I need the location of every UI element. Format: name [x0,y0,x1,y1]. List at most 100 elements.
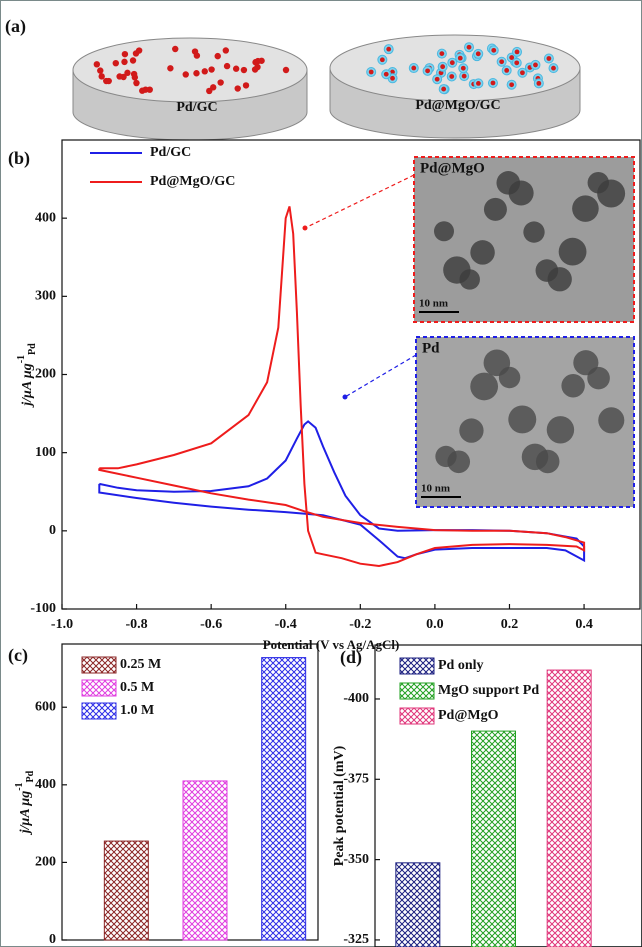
legend-label: MgO support Pd [438,683,539,698]
particle [124,69,131,77]
particle [130,70,138,78]
y-tick-label: 400 [35,777,56,792]
particle [121,50,129,58]
particle [447,450,471,474]
particles [366,42,559,95]
particle [254,57,262,65]
particle [206,87,213,95]
particle [535,449,560,474]
y-axis-label: Peak potential (mV) [332,745,347,866]
particle [182,71,189,78]
particle [490,80,496,86]
particle [587,366,610,390]
bar [471,730,516,947]
x-axis-label: Potential (V vs Ag/AgCl) [263,637,400,652]
inset-label: Pd [422,340,440,356]
particle [232,65,240,72]
disc-top [329,34,581,102]
particle [449,74,455,79]
legend-label: Pd@MgO/GC [150,174,235,189]
panel-label: (b) [8,148,30,169]
inset-border [413,156,635,323]
y-axis-label-sub: Pd [25,770,36,782]
particle [461,73,467,79]
particle [386,46,392,52]
scale-label: 10 nm [419,298,448,310]
disc-top [72,37,308,103]
y-axis-label: j/μA μg-1Pd [14,770,36,835]
particle [514,49,520,55]
arrow-head [302,225,308,231]
particle [390,69,395,75]
legend-label: 0.5 M [120,680,154,695]
y-tick-label: 300 [35,289,56,304]
particle [133,79,140,87]
particle [193,52,201,59]
particle [547,267,572,292]
particle [533,62,538,68]
x-tick-label: -0.8 [125,617,147,632]
particle [476,80,481,86]
particle [434,221,454,242]
series-line [98,206,586,568]
legend-label: Pd only [438,658,484,673]
particle [121,58,128,66]
particle [449,60,455,66]
particle [390,75,395,81]
y-axis-label: j/μA μg-1Pd [16,343,38,408]
particle [379,57,385,63]
panel-label: (a) [5,16,26,37]
y-tick-label: 600 [35,699,56,714]
y-axis-label-main: j/μA μg [18,791,33,835]
particle [411,65,417,71]
particle [251,66,259,73]
particle [440,64,446,70]
particle [222,47,230,54]
inset-border [415,336,635,508]
y-tick-label: -400 [343,691,369,706]
y-tick-label: 200 [35,855,56,870]
particle [504,67,510,73]
y-axis-label-sub: Pd [27,343,38,355]
particle [491,47,497,53]
particle [97,67,104,74]
particle [475,51,481,57]
particle [459,269,480,290]
particle [457,55,463,61]
particle [598,407,625,434]
particle [551,65,556,71]
arrow-head [342,394,348,400]
particle [509,82,515,88]
particle [282,66,290,74]
panel-label: (c) [8,645,28,666]
particle [146,86,153,93]
particle [242,82,250,89]
x-tick-label: -0.4 [275,617,297,632]
particle [425,68,431,74]
particle [139,87,146,94]
particle [499,59,505,65]
legend-swatch [399,707,435,725]
y-tick-label: 100 [35,445,56,460]
particle [536,80,542,86]
y-tick-label: -375 [343,772,369,787]
particle [460,65,466,71]
particle [214,52,221,60]
x-tick-label: -0.2 [349,617,371,632]
particle [201,68,208,75]
arrow [344,354,417,398]
particle [368,69,374,75]
particle [508,405,537,434]
particle [498,366,521,389]
legend-label: 0.25 M [120,657,161,672]
particle [208,66,215,73]
particle [223,62,231,70]
legend-swatch [399,682,435,700]
particle [217,79,224,86]
particle [98,73,105,80]
panel-label: (d) [340,647,362,668]
bar [546,669,592,947]
y-tick-label: -325 [343,932,369,947]
legend-swatch [81,702,117,720]
